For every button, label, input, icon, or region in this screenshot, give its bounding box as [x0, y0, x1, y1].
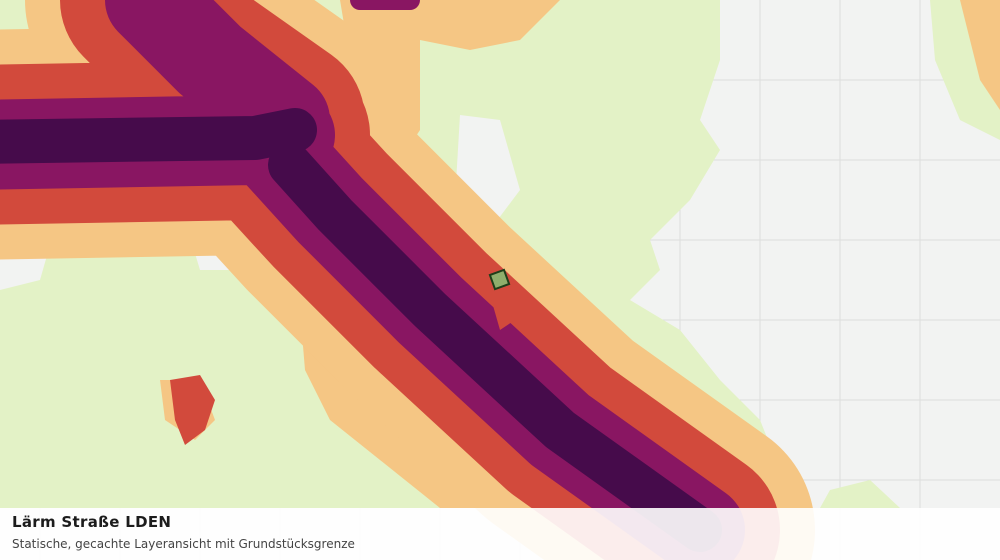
noise-band-70: [0, 108, 722, 552]
noise-zone-60: [490, 290, 515, 330]
noise-zone-low: [820, 480, 900, 508]
noise-zone-60: [170, 375, 215, 445]
caption-panel: Lärm Straße LDEN Statische, gecachte Lay…: [0, 508, 1000, 560]
noise-bands: [0, 0, 815, 560]
layer-title: Lärm Straße LDEN: [12, 513, 172, 531]
layer-subtitle: Statische, gecachte Layeransicht mit Gru…: [12, 537, 355, 551]
noise-zone-55: [960, 0, 1000, 110]
parcel-boundary[interactable]: [488, 268, 511, 291]
